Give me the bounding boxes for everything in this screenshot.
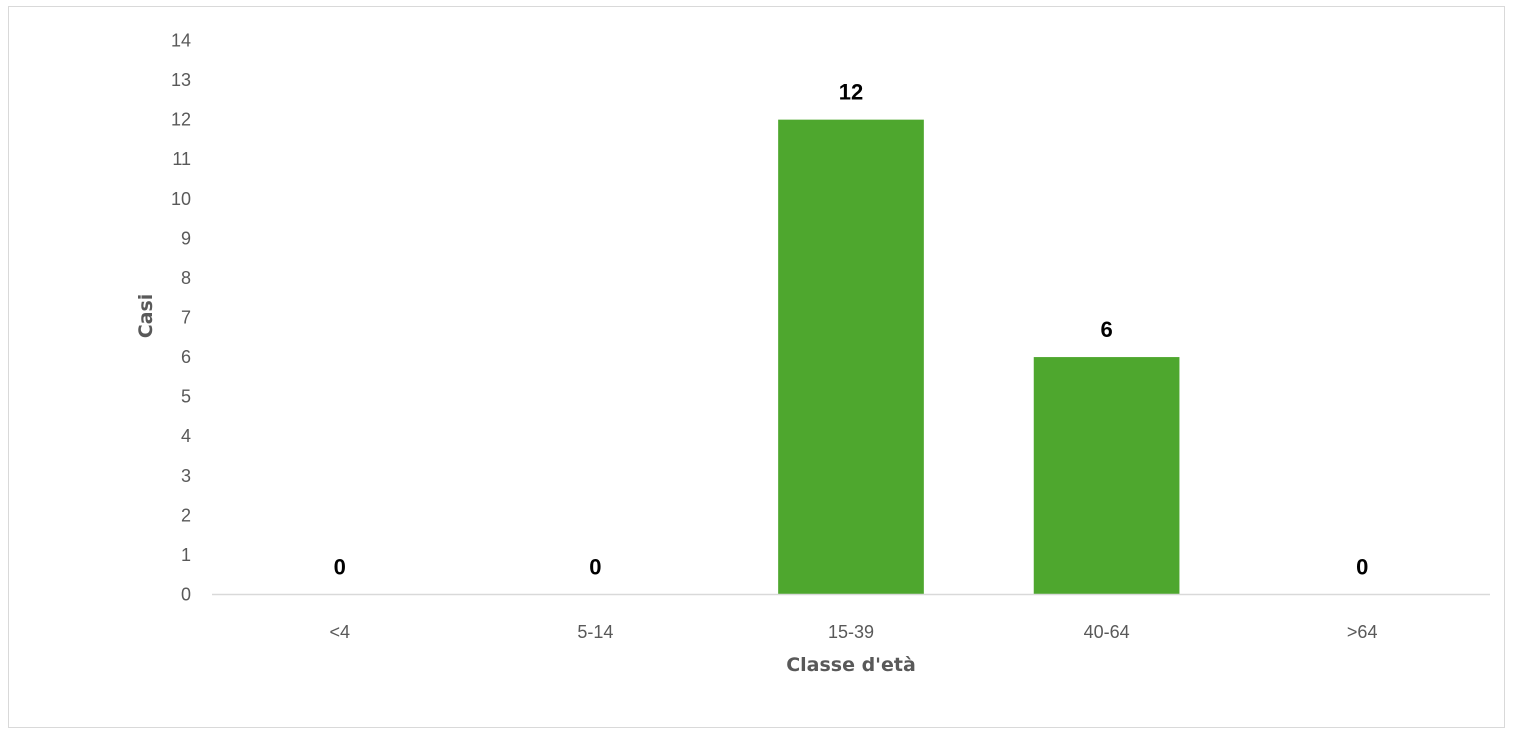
x-tick-label: 5-14 [577, 622, 613, 642]
y-tick-label: 8 [181, 268, 191, 288]
y-tick-label: 3 [181, 466, 191, 486]
x-tick-label: <4 [330, 622, 351, 642]
data-labels: 0 0 12 6 0 [334, 80, 1369, 580]
x-tick-label: >64 [1347, 622, 1378, 642]
y-tick-label: 5 [181, 387, 191, 407]
chart-frame [8, 6, 1505, 728]
x-axis-title: Classe d'età [786, 654, 916, 676]
y-tick-label: 1 [181, 545, 191, 565]
data-label: 12 [839, 80, 863, 105]
y-tick-label: 4 [181, 426, 191, 446]
x-tick-label: 15-39 [828, 622, 874, 642]
data-label: 0 [589, 555, 601, 580]
x-axis-ticks: <4 5-14 15-39 40-64 >64 [330, 622, 1378, 642]
y-tick-label: 14 [171, 31, 191, 51]
y-tick-label: 6 [181, 347, 191, 367]
y-axis-title: Casi [135, 294, 157, 339]
bar [778, 119, 924, 595]
y-tick-label: 7 [181, 308, 191, 328]
y-tick-label: 10 [171, 189, 191, 209]
data-label: 0 [1356, 555, 1368, 580]
bar [1033, 357, 1180, 595]
y-tick-label: 13 [171, 70, 191, 90]
x-tick-label: 40-64 [1084, 622, 1130, 642]
y-tick-label: 0 [181, 585, 191, 605]
y-tick-label: 12 [171, 110, 191, 130]
data-label: 0 [334, 555, 346, 580]
data-label: 6 [1100, 317, 1112, 342]
bars [778, 119, 1180, 595]
y-tick-label: 11 [172, 149, 191, 169]
y-tick-label: 9 [181, 228, 191, 248]
y-tick-label: 2 [181, 505, 191, 525]
